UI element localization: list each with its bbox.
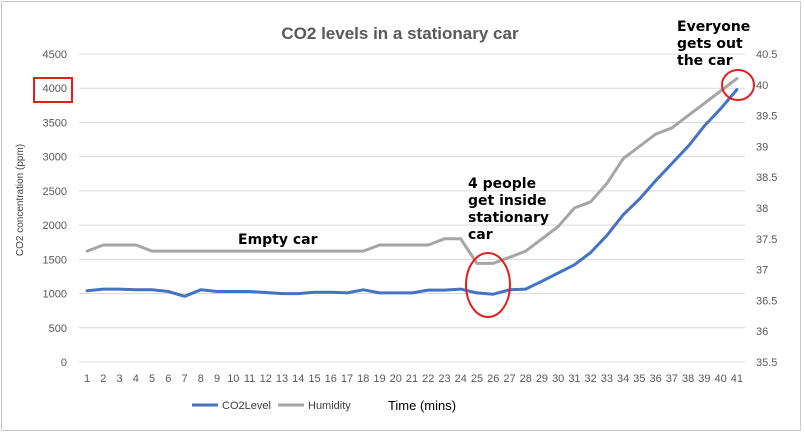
annotation-circle-enter — [465, 252, 511, 318]
x-tick-label: 33 — [601, 373, 613, 385]
y2-tick-label: 38 — [756, 203, 768, 215]
x-axis-label: Time (mins) — [388, 398, 456, 413]
x-tick-label: 11 — [244, 373, 255, 385]
x-tick-label: 15 — [308, 373, 320, 385]
x-tick-label: 9 — [214, 373, 220, 385]
x-tick-label: 17 — [341, 373, 353, 385]
y2-tick-label: 37 — [756, 265, 768, 277]
x-tick-label: 2 — [100, 373, 106, 385]
x-tick-label: 14 — [292, 373, 304, 385]
y-axis-label: CO2 concentration (ppm) — [15, 144, 26, 256]
x-axis-ticks: 1 2 3 4 5 6 7 8 9 10 11 12 13 14 15 16 17 18 19 20 21 22 23 24 2… — [84, 373, 743, 385]
x-tick-label: 25 — [471, 373, 483, 385]
legend-label-humidity: Humidity — [308, 400, 351, 412]
x-tick-label: 3 — [117, 373, 123, 385]
x-tick-label: 20 — [390, 373, 402, 385]
legend: CO2Level Humidity — [192, 400, 351, 412]
x-tick-label: 13 — [276, 373, 288, 385]
x-tick-label: 31 — [568, 373, 580, 385]
y2-tick-label: 40 — [756, 80, 768, 92]
series-line-co2level — [85, 88, 739, 298]
y-tick-label: 1500 — [43, 254, 67, 266]
y-tick-label: 2500 — [43, 186, 67, 198]
y-tick-label: 4000 — [43, 83, 67, 95]
highlight-box-4000 — [33, 77, 73, 103]
series-line-humidity — [85, 77, 739, 265]
gridlines — [79, 53, 745, 363]
legend-label-co2level: CO2Level — [222, 400, 271, 412]
y2-tick-label: 38.5 — [756, 172, 777, 184]
y2-tick-label: 36 — [756, 326, 768, 338]
y-tick-label: 2000 — [43, 220, 67, 232]
y2-tick-label: 39.5 — [756, 111, 777, 123]
left-axis-ticks: 0 500 1000 1500 2000 2500 3000 3500 4000 4500 — [43, 49, 67, 369]
x-tick-label: 39 — [698, 373, 710, 385]
x-tick-label: 34 — [617, 373, 629, 385]
y-tick-label: 4500 — [43, 49, 67, 61]
x-tick-label: 24 — [455, 373, 467, 385]
x-tick-label: 26 — [487, 373, 499, 385]
series-lines — [85, 77, 739, 298]
x-tick-label: 21 — [406, 373, 418, 385]
y-tick-label: 3500 — [43, 117, 67, 129]
y2-tick-label: 35.5 — [756, 357, 777, 369]
annotation-people-enter: 4 people get inside stationary car — [468, 176, 549, 243]
x-tick-label: 32 — [585, 373, 597, 385]
x-tick-label: 19 — [373, 373, 385, 385]
annotation-empty-car: Empty car — [238, 232, 318, 248]
x-tick-label: 37 — [666, 373, 678, 385]
y2-tick-label: 39 — [756, 141, 768, 153]
x-tick-label: 35 — [633, 373, 645, 385]
x-tick-label: 8 — [198, 373, 204, 385]
y2-tick-label: 40.5 — [756, 49, 777, 61]
x-tick-label: 6 — [165, 373, 171, 385]
x-tick-label: 18 — [357, 373, 369, 385]
x-tick-label: 5 — [149, 373, 155, 385]
y2-tick-label: 36.5 — [756, 295, 777, 307]
y-tick-label: 500 — [49, 323, 67, 335]
x-tick-label: 40 — [715, 373, 727, 385]
x-tick-label: 29 — [536, 373, 548, 385]
x-tick-label: 23 — [438, 373, 450, 385]
x-tick-label: 27 — [503, 373, 515, 385]
x-tick-label: 28 — [520, 373, 532, 385]
chart-title: CO2 levels in a stationary car — [281, 24, 519, 43]
x-tick-label: 41 — [731, 373, 743, 385]
x-tick-label: 7 — [182, 373, 188, 385]
x-tick-label: 36 — [650, 373, 662, 385]
y-tick-label: 1000 — [43, 289, 67, 301]
annotations: Empty car 4 people get inside stationary car… — [238, 19, 750, 248]
x-tick-label: 38 — [682, 373, 694, 385]
y2-tick-label: 37.5 — [756, 234, 777, 246]
annotation-people-exit: Everyone gets out the car — [677, 19, 750, 69]
x-tick-label: 1 — [84, 373, 90, 385]
annotation-circle-exit — [721, 69, 755, 101]
x-tick-label: 22 — [422, 373, 434, 385]
x-tick-label: 16 — [325, 373, 337, 385]
x-tick-label: 12 — [260, 373, 272, 385]
right-axis-ticks: 35.5 36 36.5 37 37.5 38 38.5 39 39.5 40 40.5 — [756, 49, 777, 369]
y-tick-label: 0 — [61, 357, 67, 369]
y-tick-label: 3000 — [43, 152, 67, 164]
x-tick-label: 4 — [133, 373, 139, 385]
x-tick-label: 30 — [552, 373, 564, 385]
x-tick-label: 10 — [227, 373, 239, 385]
